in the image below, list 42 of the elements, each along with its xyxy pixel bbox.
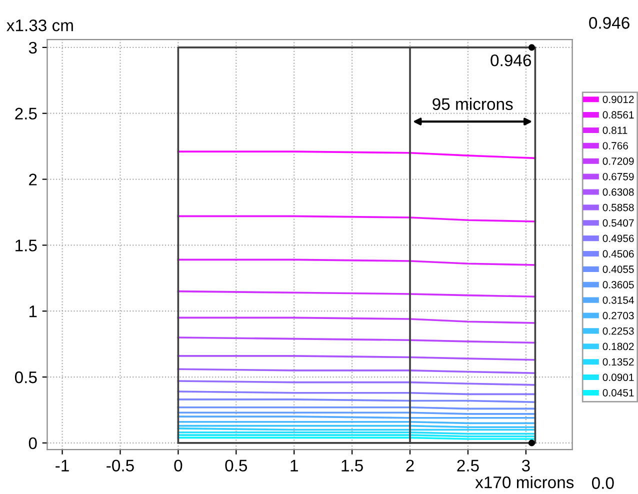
x-tick-label: 0 [174, 460, 182, 472]
legend-label: 0.0901 [602, 374, 634, 382]
y-tick-label: 1 [29, 306, 37, 318]
legend-label: 0.3605 [602, 281, 634, 288]
x-tick-label: -1 [56, 460, 69, 472]
legend-label: 0.8561 [602, 111, 634, 119]
legend-label: 0.6759 [602, 172, 634, 180]
legend-label: 0.9012 [602, 96, 634, 104]
legend-label: 0.4506 [602, 250, 634, 258]
x-tick-label: -0.5 [106, 460, 134, 472]
annotation: 0.946 [490, 54, 531, 66]
x-tick-label: 2.5 [457, 460, 479, 472]
text: 0.946 [589, 17, 630, 29]
y-tick-label: 2.5 [15, 108, 37, 120]
y-tick-label: 2 [29, 174, 37, 186]
legend-label: 0.4055 [602, 266, 634, 273]
legend-label: 0.1352 [602, 358, 634, 366]
y-tick-label: 0.5 [14, 371, 37, 384]
legend-label: 0.3154 [602, 296, 634, 304]
x-axis-title: x170 microns [475, 476, 574, 488]
x-tick-label: 0.5 [225, 460, 248, 472]
legend-label: 0.6308 [602, 188, 634, 196]
legend-label: 0.5858 [602, 204, 634, 212]
legend-label: 0.5407 [602, 219, 634, 227]
legend-label: 0.4956 [602, 234, 634, 242]
legend-label: 0.811 [602, 126, 628, 134]
x-tick-label: 3 [522, 460, 530, 472]
text: 0.0 [592, 477, 614, 489]
x-tick-label: 2 [406, 460, 414, 472]
legend-label: 0.7209 [602, 158, 634, 165]
legend-label: 0.1802 [602, 342, 634, 350]
legend-label: 0.766 [602, 142, 628, 150]
legend-label: 0.2253 [602, 327, 634, 335]
annotation: 95 microns [432, 98, 513, 110]
x-tick-label: 1.5 [342, 460, 363, 472]
legend-label: 0.2703 [602, 312, 634, 320]
y-tick-label: 1.5 [16, 240, 37, 252]
legend-label: 0.0451 [602, 389, 634, 396]
y-tick-label: 3 [28, 42, 37, 54]
y-tick-label: 0 [28, 437, 37, 450]
y-axis-title: x1.33 cm [6, 19, 73, 32]
x-tick-label: 1 [290, 460, 298, 472]
